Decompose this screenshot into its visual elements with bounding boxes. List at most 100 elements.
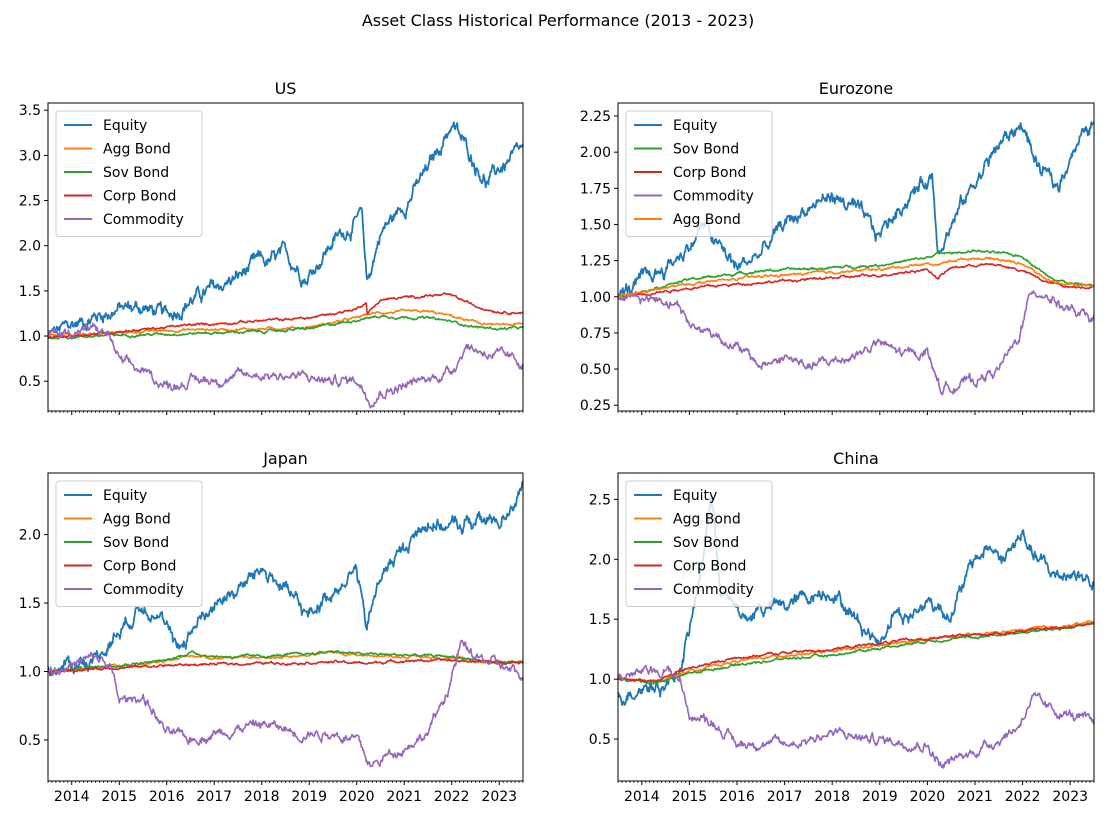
series-line-sov-bond (618, 622, 1094, 685)
legend-label-equity: Equity (673, 118, 717, 134)
y-tick-label: 1.00 (580, 290, 611, 306)
legend-label-commodity: Commodity (673, 582, 754, 598)
y-tick-label: 1.0 (589, 672, 611, 688)
series-line-sov-bond (48, 650, 523, 673)
y-tick-label: 1.75 (580, 181, 611, 197)
series-line-agg-bond (48, 308, 523, 338)
series-group (48, 121, 523, 409)
legend: Equity Sov Bond Corp Bond Commodity Agg Bond (625, 110, 773, 237)
legend-label-commodity: Commodity (103, 212, 184, 228)
legend-label-equity: Equity (673, 488, 717, 504)
subplot-title: US (275, 79, 297, 98)
legend-label-corp-bond: Corp Bond (103, 189, 176, 205)
y-tick-label: 0.5 (19, 374, 41, 390)
series-line-commodity (618, 664, 1094, 769)
x-tick-label: 2017 (196, 789, 232, 805)
legend-label-agg-bond: Agg Bond (673, 212, 741, 228)
y-tick-label: 0.5 (589, 732, 611, 748)
series-line-agg-bond (618, 619, 1094, 683)
legend-label-sov-bond: Sov Bond (103, 165, 169, 181)
series-line-corp-bond (48, 292, 523, 339)
legend-label-equity: Equity (103, 488, 147, 504)
y-tick-label: 0.50 (580, 362, 611, 378)
legend-label-commodity: Commodity (673, 189, 754, 205)
y-tick-label: 3.5 (19, 103, 41, 119)
x-tick-label: 2014 (54, 789, 90, 805)
y-tick-label: 1.50 (580, 217, 611, 233)
series-line-corp-bond (618, 262, 1094, 298)
series-group (618, 495, 1094, 769)
y-tick-label: 2.5 (589, 492, 611, 508)
series-group (48, 480, 523, 768)
series-line-equity (48, 121, 523, 336)
legend-label-corp-bond: Corp Bond (673, 559, 746, 575)
series-line-corp-bond (48, 657, 523, 674)
x-tick-label: 2023 (481, 789, 517, 805)
y-tick-label: 2.0 (19, 239, 41, 255)
x-tick-label: 2018 (244, 789, 280, 805)
x-tick-label: 2023 (1052, 789, 1088, 805)
series-line-sov-bond (618, 249, 1094, 298)
x-tick-label: 2022 (434, 789, 470, 805)
y-tick-label: 2.5 (19, 194, 41, 210)
y-tick-label: 0.5 (19, 733, 41, 749)
legend: Equity Agg Bond Sov Bond Corp Bond Commodity (55, 110, 203, 237)
x-tick-label: 2022 (1005, 789, 1041, 805)
x-tick-label: 2016 (149, 789, 185, 805)
y-tick-label: 3.0 (19, 148, 41, 164)
y-tick-label: 1.5 (19, 596, 41, 612)
legend: Equity Agg Bond Sov Bond Corp Bond Commodity (625, 480, 773, 607)
y-tick-label: 1.25 (580, 254, 611, 270)
y-tick-label: 1.0 (19, 329, 41, 345)
series-line-corp-bond (618, 622, 1094, 683)
series-line-commodity (48, 639, 523, 768)
x-tick-label: 2016 (719, 789, 755, 805)
figure-suptitle: Asset Class Historical Performance (2013… (362, 11, 754, 30)
legend-box (55, 110, 203, 237)
subplot-china: China 0.5 1.0 1.5 2.0 2.5 2014 2015 2016 2017 2018… (589, 449, 1095, 805)
series-line-agg-bond (618, 256, 1094, 298)
subplot-title: China (833, 449, 879, 468)
x-tick-label: 2020 (910, 789, 946, 805)
series-line-sov-bond (48, 314, 523, 340)
x-tick-label: 2018 (814, 789, 850, 805)
legend-label-agg-bond: Agg Bond (673, 512, 741, 528)
subplot-us: US 0.5 1.0 1.5 2.0 2.5 3.0 3.5 Equity Agg Bond Sov… (19, 79, 524, 415)
legend-label-commodity: Commodity (103, 582, 184, 598)
subplot-title: Japan (262, 449, 308, 468)
legend-box (625, 110, 773, 237)
y-tick-label: 0.75 (580, 326, 611, 342)
x-tick-label: 2021 (386, 789, 422, 805)
legend-box (55, 480, 203, 607)
y-tick-label: 0.25 (580, 398, 611, 414)
y-tick-label: 2.00 (580, 145, 611, 161)
legend: Equity Agg Bond Sov Bond Corp Bond Commodity (55, 480, 203, 607)
x-tick-label: 2015 (672, 789, 708, 805)
x-tick-label: 2021 (957, 789, 993, 805)
y-tick-label: 1.5 (19, 284, 41, 300)
series-line-commodity (48, 322, 523, 409)
subplot-title: Eurozone (819, 79, 893, 98)
x-tick-label: 2019 (291, 789, 327, 805)
x-tick-label: 2014 (624, 789, 660, 805)
series-line-equity (48, 480, 523, 677)
x-tick-label: 2019 (862, 789, 898, 805)
legend-label-agg-bond: Agg Bond (103, 512, 171, 528)
x-tick-label: 2020 (339, 789, 375, 805)
legend-label-sov-bond: Sov Bond (673, 142, 739, 158)
legend-label-equity: Equity (103, 118, 147, 134)
y-tick-label: 1.0 (19, 664, 41, 680)
subplot-japan: Japan 0.5 1.0 1.5 2.0 2014 2015 2016 2017 2018 201… (19, 449, 524, 805)
legend-label-agg-bond: Agg Bond (103, 142, 171, 158)
legend-label-corp-bond: Corp Bond (673, 165, 746, 181)
y-tick-label: 2.25 (580, 109, 611, 125)
legend-label-corp-bond: Corp Bond (103, 559, 176, 575)
legend-label-sov-bond: Sov Bond (673, 535, 739, 551)
y-tick-label: 2.0 (589, 552, 611, 568)
x-tick-label: 2017 (767, 789, 803, 805)
x-tick-label: 2015 (101, 789, 137, 805)
y-tick-label: 2.0 (19, 528, 41, 544)
y-tick-label: 1.5 (589, 612, 611, 628)
series-line-commodity (618, 290, 1094, 396)
